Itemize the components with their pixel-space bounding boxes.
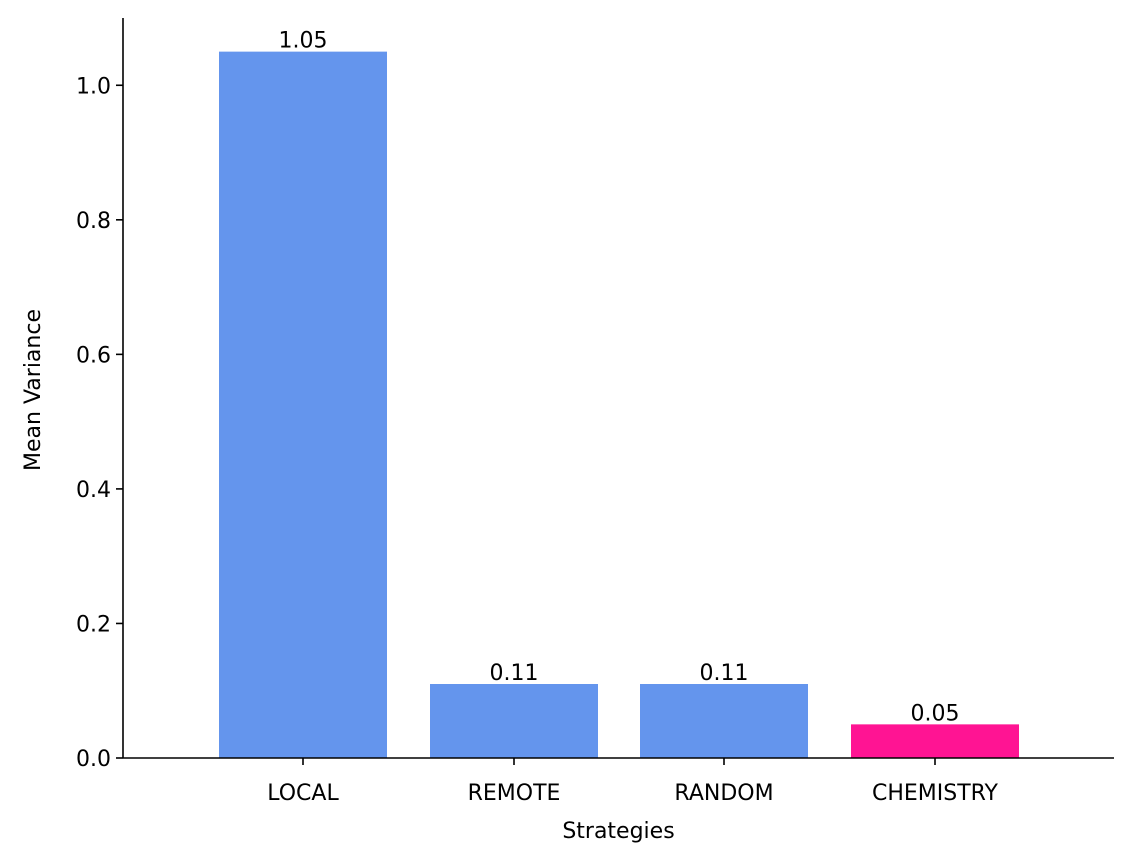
y-tick-label: 0.4 (76, 478, 111, 503)
axes (122, 18, 1114, 759)
bar-local (219, 51, 387, 759)
y-tick-label: 1.0 (76, 74, 111, 99)
y-tick-label: 0.2 (76, 612, 111, 637)
data-labels: 1.05 0.11 0.11 0.05 (279, 29, 960, 727)
bar-random (640, 684, 808, 758)
y-axis-title: Mean Variance (21, 309, 46, 471)
x-tick-label-remote: REMOTE (468, 781, 561, 806)
x-tick-label-local: LOCAL (267, 781, 339, 806)
data-label-random: 0.11 (700, 661, 749, 686)
bar-chemistry (851, 724, 1019, 758)
x-tick-label-chemistry: CHEMISTRY (872, 781, 999, 806)
data-label-local: 1.05 (279, 29, 328, 54)
x-tick-label-random: RANDOM (674, 781, 773, 806)
y-tick-label: 0.0 (76, 747, 111, 772)
x-axis-title: Strategies (562, 819, 674, 844)
y-ticks: 0.0 0.2 0.4 0.6 0.8 1.0 (76, 74, 123, 772)
x-ticks: LOCAL REMOTE RANDOM CHEMISTRY (267, 758, 999, 806)
data-label-chemistry: 0.05 (911, 701, 960, 726)
data-label-remote: 0.11 (490, 661, 539, 686)
bar-remote (430, 684, 598, 758)
y-tick-label: 0.8 (76, 209, 111, 234)
bars-layer (219, 51, 1019, 759)
y-tick-label: 0.6 (76, 343, 111, 368)
